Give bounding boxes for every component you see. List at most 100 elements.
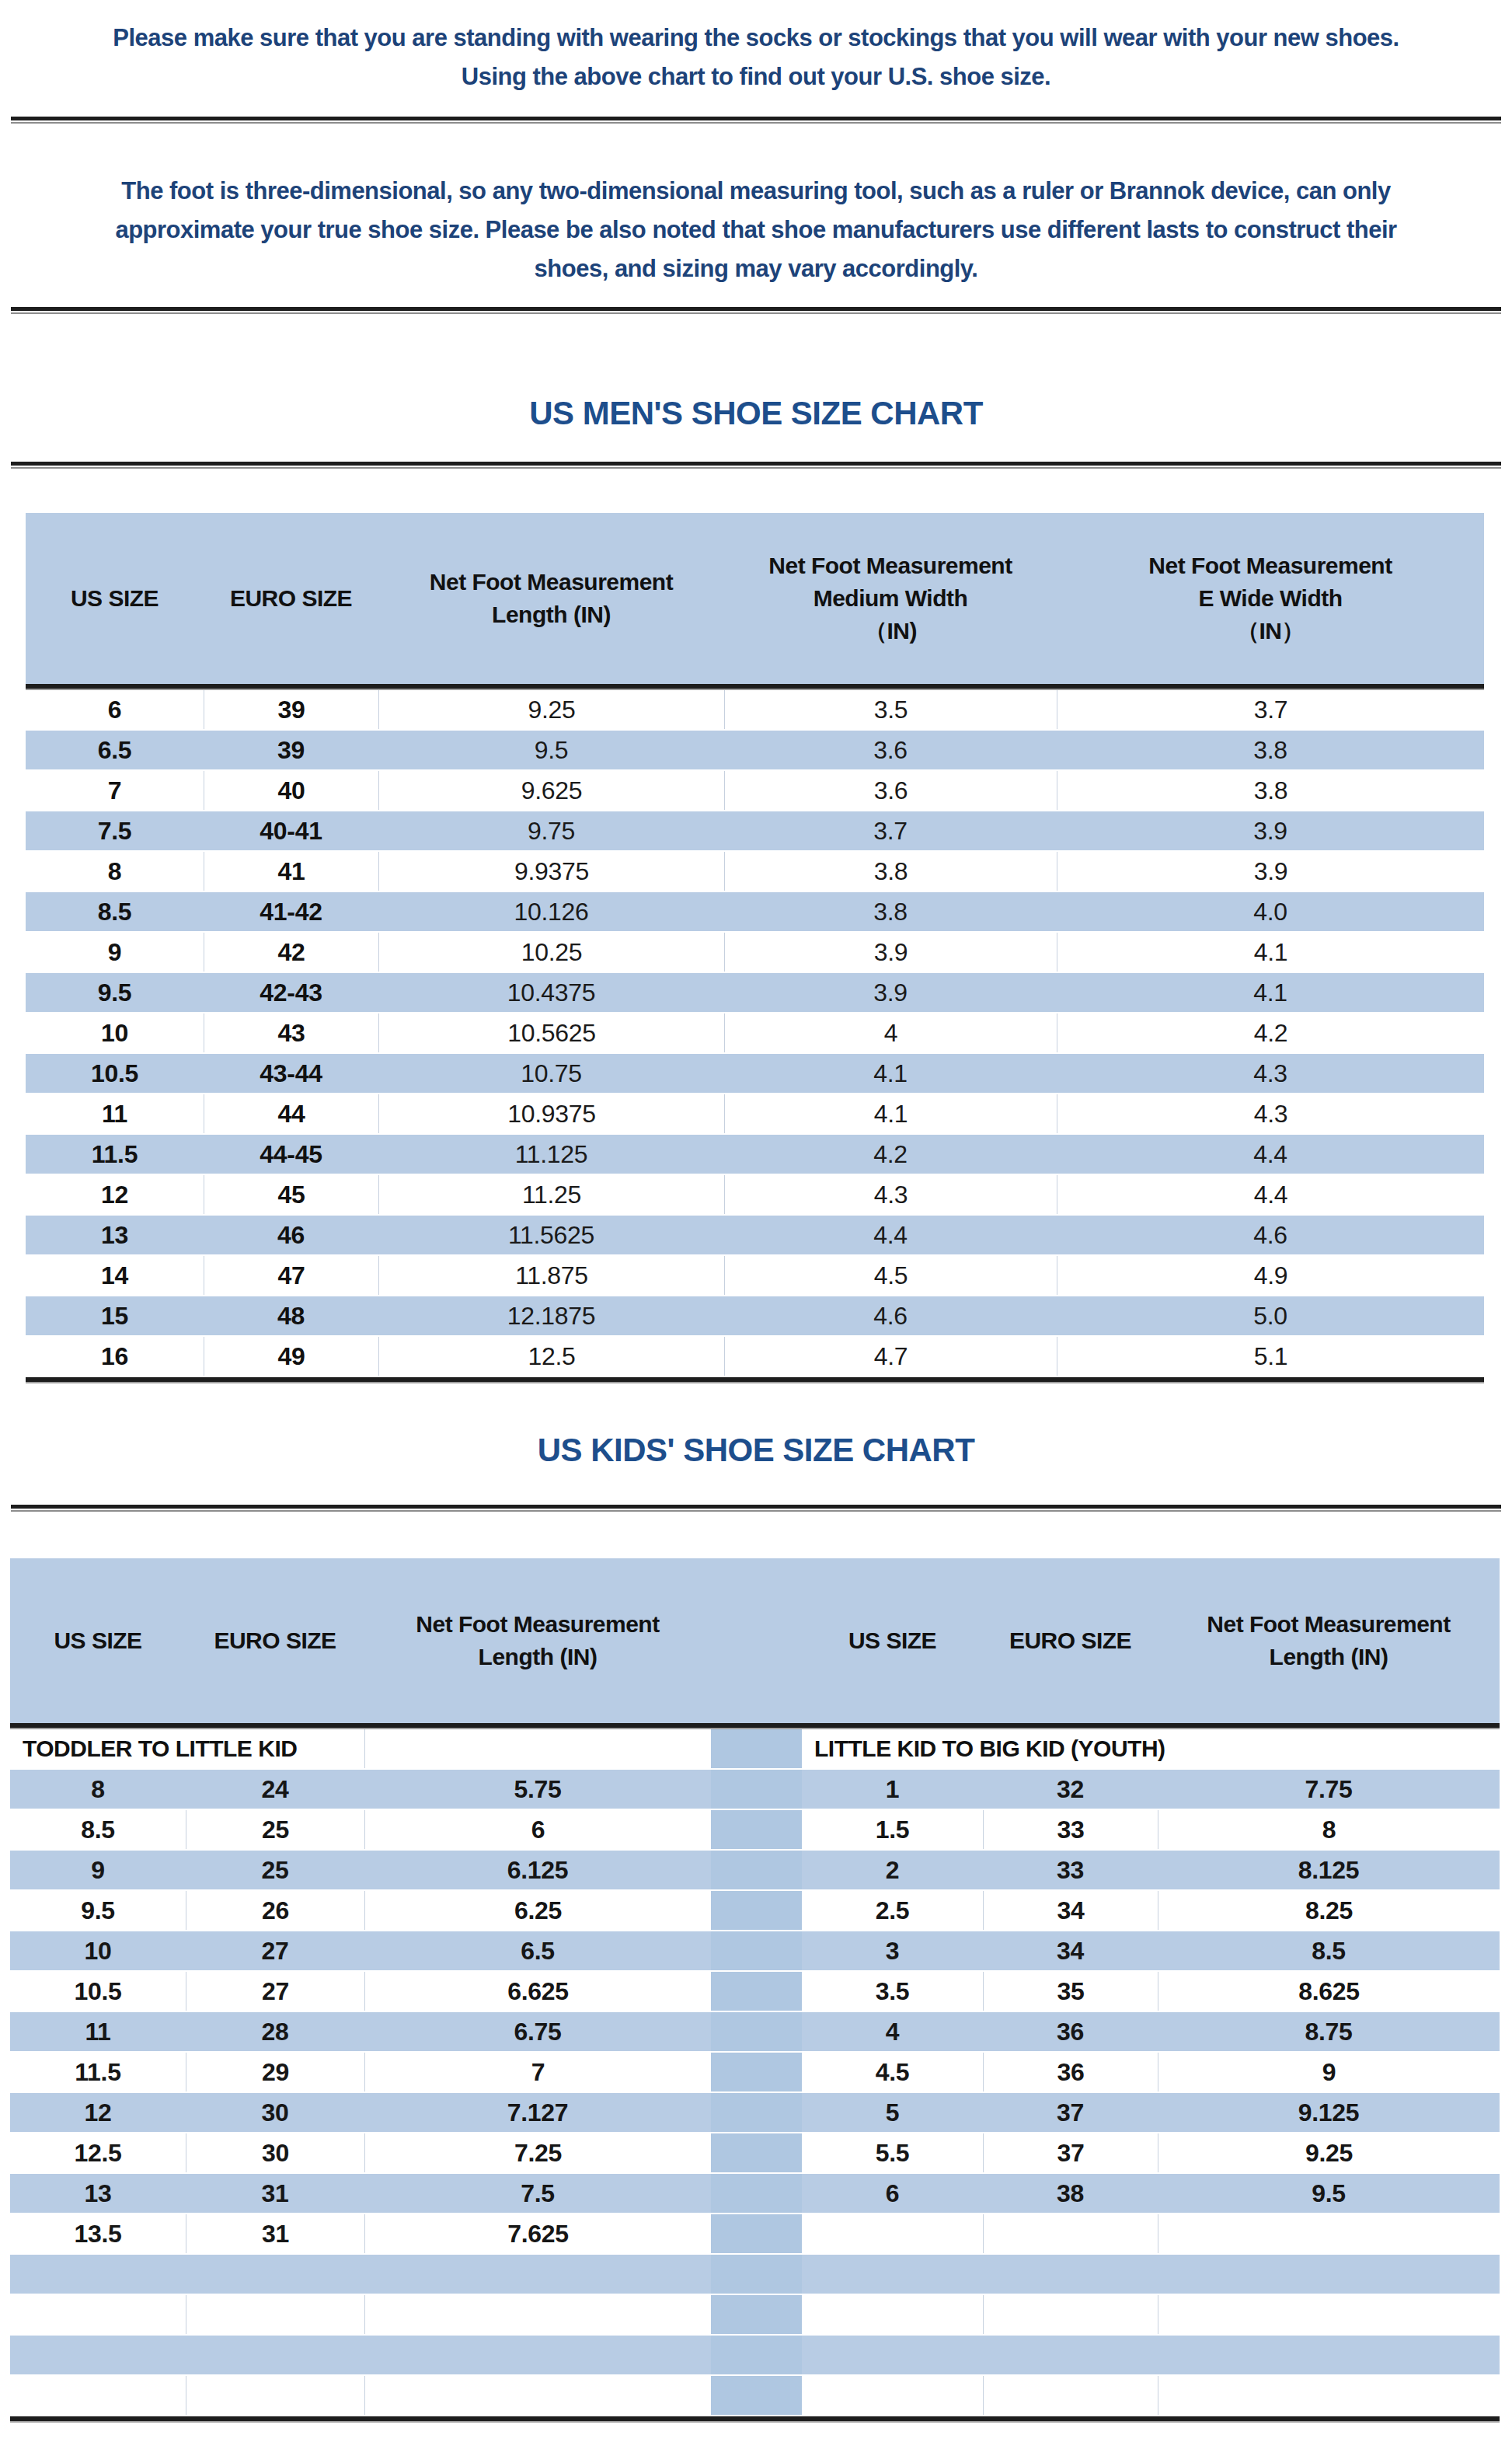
spacer-column bbox=[711, 2093, 802, 2132]
table-row: 10.543-4410.754.14.3 bbox=[26, 1054, 1484, 1094]
kids-table-header: US SIZE EURO SIZE Net Foot Measurement L… bbox=[10, 1558, 1500, 1723]
e-wide-width-cell: 4.3 bbox=[1057, 1054, 1484, 1093]
length-cell bbox=[364, 2376, 711, 2415]
euro-size-cell: 40 bbox=[204, 771, 378, 810]
euro-size-cell: 25 bbox=[186, 1851, 364, 1889]
euro-size-cell: 26 bbox=[186, 1891, 364, 1930]
us-size-cell: 9 bbox=[26, 933, 204, 972]
medium-width-cell: 3.6 bbox=[724, 771, 1057, 810]
medium-width-cell: 3.8 bbox=[724, 852, 1057, 891]
spacer-column bbox=[711, 2053, 802, 2091]
length-cell: 7.75 bbox=[1158, 1770, 1500, 1809]
length-cell: 6.625 bbox=[364, 1972, 711, 2011]
table-row bbox=[10, 2295, 1500, 2336]
length-cell: 7.625 bbox=[364, 2214, 711, 2253]
youth-section-label: LITTLE KID TO BIG KID (YOUTH) bbox=[802, 1729, 1158, 1768]
length-cell: 8.5 bbox=[1158, 1931, 1500, 1970]
us-size-cell: 10.5 bbox=[26, 1054, 204, 1093]
us-size-cell: 8 bbox=[26, 852, 204, 891]
medium-width-cell: 3.7 bbox=[724, 811, 1057, 850]
e-wide-width-cell: 4.6 bbox=[1057, 1216, 1484, 1254]
euro-size-cell: 38 bbox=[983, 2174, 1158, 2213]
spacer-column bbox=[711, 1931, 802, 1970]
spacer-column bbox=[711, 1729, 802, 1768]
e-wide-width-cell: 5.0 bbox=[1057, 1296, 1484, 1335]
medium-width-cell: 3.9 bbox=[724, 973, 1057, 1012]
table-row: 8245.751327.75 bbox=[10, 1770, 1500, 1810]
length-cell: 8.125 bbox=[1158, 1851, 1500, 1889]
euro-size-cell bbox=[186, 2295, 364, 2334]
table-row bbox=[10, 2255, 1500, 2295]
length-cell: 10.4375 bbox=[378, 973, 724, 1012]
euro-size-cell: 34 bbox=[983, 1931, 1158, 1970]
us-size-cell: 10.5 bbox=[10, 1972, 186, 2011]
toddler-section-label: TODDLER TO LITTLE KID bbox=[10, 1729, 364, 1768]
table-row: 12.5307.255.5379.25 bbox=[10, 2133, 1500, 2174]
e-wide-width-cell: 5.1 bbox=[1057, 1337, 1484, 1376]
spacer-column bbox=[711, 2295, 802, 2334]
euro-size-cell: 31 bbox=[186, 2174, 364, 2213]
length-cell bbox=[364, 2255, 711, 2294]
euro-size-cell: 36 bbox=[983, 2053, 1158, 2091]
us-size-cell: 6 bbox=[26, 690, 204, 729]
length-cell: 5.75 bbox=[364, 1770, 711, 1809]
euro-size-cell: 27 bbox=[186, 1972, 364, 2011]
euro-size-cell: 30 bbox=[186, 2093, 364, 2132]
euro-size-cell: 30 bbox=[186, 2133, 364, 2172]
table-row: 154812.18754.65.0 bbox=[26, 1296, 1484, 1337]
spacer-column bbox=[711, 2012, 802, 2051]
us-size-cell: 9.5 bbox=[10, 1891, 186, 1930]
column-header-us-size: US SIZE bbox=[26, 513, 204, 684]
length-cell bbox=[1158, 2214, 1500, 2253]
us-size-cell bbox=[802, 2336, 983, 2374]
kids-size-table: US SIZE EURO SIZE Net Foot Measurement L… bbox=[10, 1558, 1500, 2423]
table-row: 8.541-4210.1263.84.0 bbox=[26, 892, 1484, 933]
e-wide-width-cell: 3.9 bbox=[1057, 811, 1484, 850]
length-cell: 9.75 bbox=[378, 811, 724, 850]
medium-width-cell: 4.2 bbox=[724, 1135, 1057, 1174]
medium-width-cell: 4.3 bbox=[724, 1175, 1057, 1214]
euro-size-cell: 40-41 bbox=[204, 811, 378, 850]
table-row: 9256.1252338.125 bbox=[10, 1851, 1500, 1891]
us-size-cell: 13 bbox=[26, 1216, 204, 1254]
mens-table-header: US SIZE EURO SIZE Net Foot Measurement L… bbox=[26, 513, 1484, 684]
length-cell bbox=[1158, 2376, 1500, 2415]
spacer-column bbox=[711, 1770, 802, 1809]
e-wide-width-cell: 3.7 bbox=[1057, 690, 1484, 729]
euro-size-cell: 33 bbox=[983, 1851, 1158, 1889]
us-size-cell: 11 bbox=[10, 2012, 186, 2051]
euro-size-cell: 48 bbox=[204, 1296, 378, 1335]
medium-width-cell: 3.9 bbox=[724, 933, 1057, 972]
length-cell: 11.875 bbox=[378, 1256, 724, 1295]
euro-size-cell bbox=[983, 2376, 1158, 2415]
section-divider bbox=[11, 307, 1501, 314]
length-cell: 9.9375 bbox=[378, 852, 724, 891]
section-divider bbox=[11, 462, 1501, 469]
us-size-cell: 8.5 bbox=[26, 892, 204, 931]
length-cell: 7.5 bbox=[364, 2174, 711, 2213]
us-size-cell: 3 bbox=[802, 1931, 983, 1970]
us-size-cell: 5.5 bbox=[802, 2133, 983, 2172]
length-cell: 11.125 bbox=[378, 1135, 724, 1174]
length-cell bbox=[364, 2295, 711, 2334]
table-bottom-line bbox=[26, 1377, 1484, 1383]
euro-size-cell: 39 bbox=[204, 690, 378, 729]
mens-table-body: 6399.253.53.76.5399.53.63.87409.6253.63.… bbox=[26, 690, 1484, 1377]
e-wide-width-cell: 4.3 bbox=[1057, 1094, 1484, 1133]
euro-size-cell bbox=[983, 2295, 1158, 2334]
us-size-cell bbox=[802, 2255, 983, 2294]
length-cell: 9.25 bbox=[1158, 2133, 1500, 2172]
us-size-cell: 12.5 bbox=[10, 2133, 186, 2172]
length-cell: 8 bbox=[1158, 1810, 1500, 1849]
spacer-column bbox=[711, 1810, 802, 1849]
euro-size-cell: 25 bbox=[186, 1810, 364, 1849]
spacer-column bbox=[711, 1851, 802, 1889]
us-size-cell: 13 bbox=[10, 2174, 186, 2213]
length-cell: 8.625 bbox=[1158, 1972, 1500, 2011]
e-wide-width-cell: 3.8 bbox=[1057, 771, 1484, 810]
table-row: 10.5276.6253.5358.625 bbox=[10, 1972, 1500, 2012]
us-size-cell: 6 bbox=[802, 2174, 983, 2213]
euro-size-cell: 24 bbox=[186, 1770, 364, 1809]
euro-size-cell bbox=[186, 2376, 364, 2415]
column-header-length: Net Foot Measurement Length (IN) bbox=[1158, 1558, 1500, 1723]
